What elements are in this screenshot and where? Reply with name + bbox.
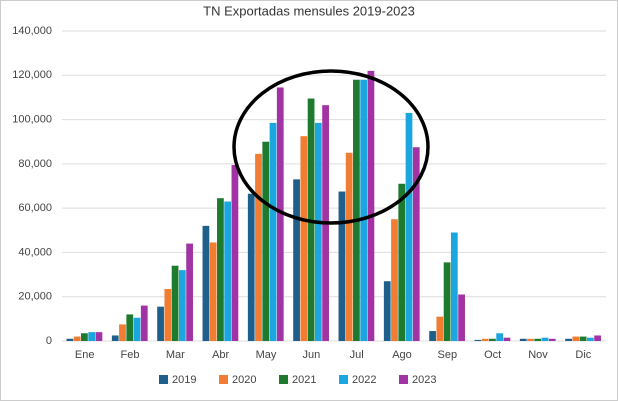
x-tick-label: Oct xyxy=(484,349,501,361)
legend-label: 2019 xyxy=(172,374,196,386)
bar xyxy=(436,316,444,341)
bar xyxy=(157,306,164,341)
bar xyxy=(66,338,74,341)
bar xyxy=(353,79,360,341)
x-tick-label: Dic xyxy=(575,349,591,361)
bar xyxy=(171,265,179,341)
bar xyxy=(119,324,126,341)
bar xyxy=(111,335,119,341)
y-tick-label: 60,000 xyxy=(18,202,52,214)
bar xyxy=(231,164,239,341)
bar xyxy=(202,225,210,341)
bar xyxy=(367,70,375,341)
bar xyxy=(338,191,346,341)
legend-label: 2022 xyxy=(352,374,376,386)
bar xyxy=(496,333,504,341)
legend-label: 2021 xyxy=(292,374,316,386)
bar xyxy=(458,294,465,341)
bar xyxy=(186,243,193,341)
x-tick-label: Jun xyxy=(302,349,320,361)
bar xyxy=(276,87,284,341)
bar xyxy=(443,262,451,341)
bar xyxy=(360,79,368,341)
bar xyxy=(293,179,300,341)
bar xyxy=(586,337,594,341)
bar xyxy=(247,193,255,341)
bar xyxy=(481,338,489,341)
bar xyxy=(450,232,458,341)
bar xyxy=(398,183,406,341)
x-tick-label: Jul xyxy=(350,349,364,361)
y-tick-label: 0 xyxy=(46,335,52,347)
bar xyxy=(565,338,572,341)
x-tick-label: May xyxy=(256,349,277,361)
y-tick-label: 100,000 xyxy=(12,113,52,125)
x-tick-label: Sep xyxy=(438,349,458,361)
bar xyxy=(474,339,482,341)
bar xyxy=(133,317,141,341)
bar xyxy=(345,152,353,341)
bar xyxy=(383,281,391,341)
x-tick-label: Ene xyxy=(75,349,95,361)
bar xyxy=(88,332,96,341)
bar xyxy=(391,219,398,341)
y-tick-label: 40,000 xyxy=(18,246,52,258)
legend-swatch xyxy=(159,375,168,384)
bar xyxy=(81,333,88,341)
y-tick-label: 20,000 xyxy=(18,291,52,303)
legend-label: 2020 xyxy=(232,374,256,386)
bar xyxy=(140,305,148,341)
legend-label: 2023 xyxy=(412,374,436,386)
bar xyxy=(95,332,103,341)
bar xyxy=(73,336,81,341)
legend-swatch xyxy=(219,375,228,384)
bar xyxy=(527,338,534,341)
bar xyxy=(269,122,277,342)
bar xyxy=(541,337,549,341)
bar xyxy=(300,136,308,341)
bar xyxy=(262,141,270,341)
bar xyxy=(224,201,232,341)
bar xyxy=(255,153,262,341)
bar xyxy=(314,122,322,342)
x-tick-label: Feb xyxy=(121,349,140,361)
bar xyxy=(548,338,556,341)
bar xyxy=(209,242,217,341)
y-tick-label: 140,000 xyxy=(12,25,52,37)
x-tick-label: Nov xyxy=(528,349,548,361)
y-tick-label: 80,000 xyxy=(18,158,52,170)
x-tick-label: Ago xyxy=(392,349,412,361)
bar xyxy=(534,338,542,341)
bar xyxy=(126,314,134,341)
bar xyxy=(164,288,172,341)
x-tick-label: Mar xyxy=(166,349,185,361)
legend-swatch xyxy=(279,375,288,384)
bar xyxy=(489,338,496,341)
chart-title: TN Exportadas mensules 2019-2023 xyxy=(203,3,415,18)
bar xyxy=(519,338,527,341)
bar xyxy=(594,335,601,341)
bar xyxy=(579,336,587,341)
bar xyxy=(412,147,420,341)
bar xyxy=(178,270,186,341)
y-tick-label: 120,000 xyxy=(12,69,52,81)
bar xyxy=(405,112,413,341)
bar xyxy=(572,336,580,341)
legend-swatch xyxy=(339,375,348,384)
bar xyxy=(429,331,436,341)
highlight-ellipse xyxy=(232,69,430,225)
legend-swatch xyxy=(399,375,408,384)
x-tick-label: Abr xyxy=(212,349,229,361)
bar xyxy=(503,337,511,341)
bar xyxy=(217,198,224,341)
